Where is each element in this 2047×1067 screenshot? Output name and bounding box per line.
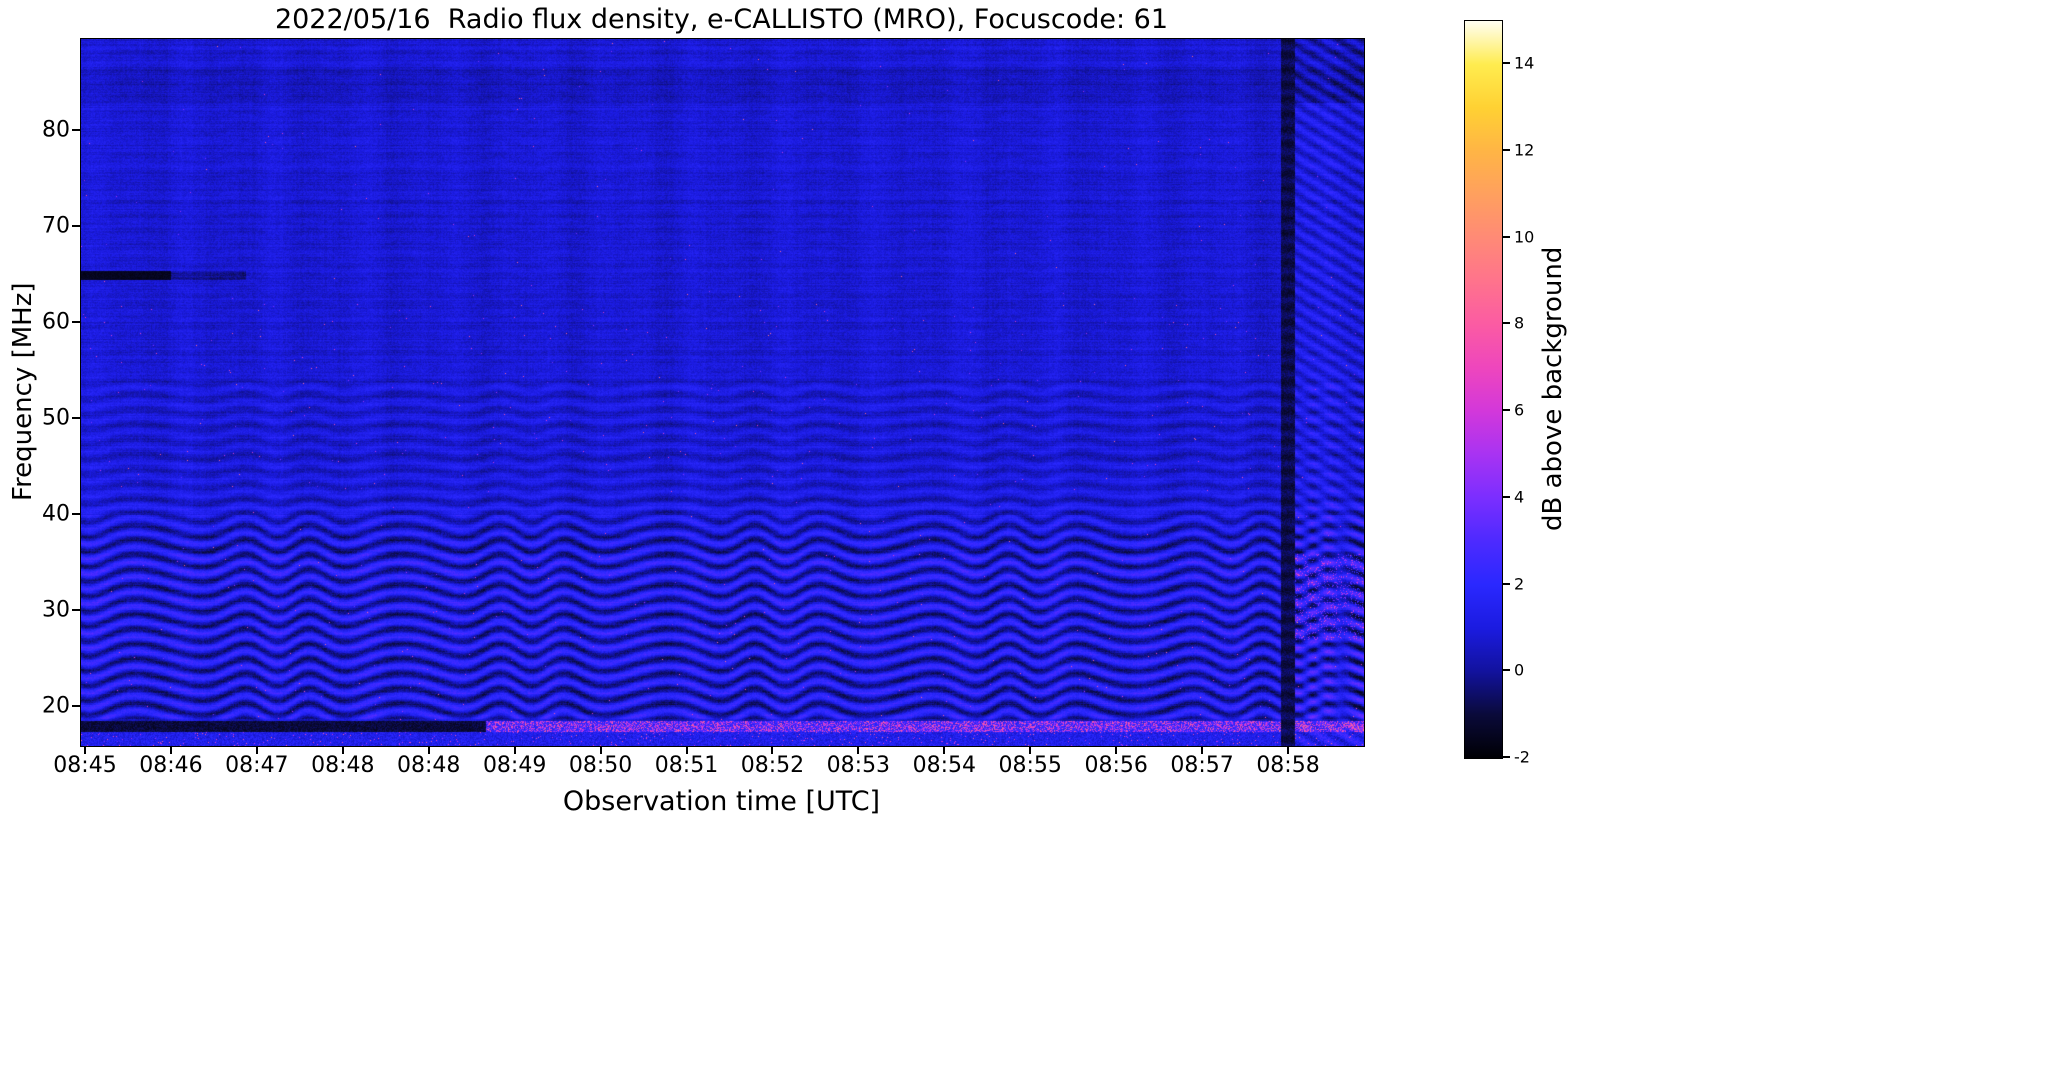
x-tick-label: 08:58 (1256, 753, 1320, 778)
x-tick-label: 08:54 (912, 753, 976, 778)
x-tick-label: 08:50 (568, 753, 633, 778)
x-tick-label: 08:49 (482, 753, 547, 778)
colorbar-tick-label: 4 (1514, 487, 1525, 507)
colorbar-tick-mark (1503, 322, 1510, 325)
x-tick-mark (685, 746, 688, 754)
x-tick-mark (857, 746, 860, 754)
y-tick-mark (72, 608, 80, 611)
x-tick-mark (771, 746, 774, 754)
x-tick-mark (943, 746, 946, 754)
colorbar-tick-label: 6 (1514, 400, 1525, 420)
y-tick-mark (72, 129, 80, 132)
y-tick-mark (72, 225, 80, 228)
colorbar-gradient (1465, 21, 1502, 758)
colorbar-tick-mark (1503, 669, 1510, 672)
x-tick-label: 08:45 (53, 753, 117, 778)
x-tick-mark (255, 746, 258, 754)
chart-title: 2022/05/16 Radio flux density, e-CALLIST… (274, 4, 1169, 35)
colorbar-tick-mark (1503, 149, 1510, 152)
y-tick-label: 20 (42, 693, 70, 719)
x-tick-label: 08:53 (826, 753, 891, 778)
colorbar-tick-label: 2 (1514, 574, 1525, 594)
colorbar-tick-mark (1503, 756, 1510, 758)
colorbar-tick-label: 10 (1514, 227, 1535, 247)
x-tick-mark (341, 746, 344, 754)
colorbar-label: dB above background (1538, 246, 1568, 531)
colorbar-tick-mark (1503, 235, 1510, 238)
plot-area (80, 38, 1365, 747)
colorbar-tick-label: -2 (1514, 747, 1530, 767)
x-tick-label: 08:48 (397, 753, 461, 778)
spectrogram-canvas (81, 39, 1364, 746)
x-tick-mark (513, 746, 516, 754)
y-tick-label: 70 (42, 213, 70, 239)
y-tick-label: 50 (42, 405, 70, 431)
x-tick-mark (599, 746, 602, 754)
y-tick-mark (72, 320, 80, 323)
y-tick-mark (72, 416, 80, 419)
colorbar (1464, 20, 1503, 759)
x-tick-label: 08:57 (1170, 753, 1234, 778)
x-tick-label: 08:56 (1084, 753, 1148, 778)
x-tick-label: 08:51 (654, 753, 719, 778)
x-tick-mark (427, 746, 430, 754)
colorbar-tick-label: 8 (1514, 313, 1525, 333)
x-tick-mark (1115, 746, 1118, 754)
colorbar-tick-mark (1503, 62, 1510, 65)
colorbar-tick-mark (1503, 495, 1510, 498)
y-tick-label: 60 (42, 309, 70, 335)
x-tick-label: 08:48 (311, 753, 375, 778)
y-axis-label: Frequency [MHz] (8, 282, 38, 501)
x-tick-mark (169, 746, 172, 754)
x-tick-mark (1029, 746, 1032, 754)
x-tick-label: 08:55 (998, 753, 1062, 778)
x-tick-mark (1201, 746, 1204, 754)
y-tick-mark (72, 512, 80, 515)
colorbar-tick-label: 14 (1514, 53, 1535, 73)
x-axis-label: Observation time [UTC] (562, 786, 881, 817)
colorbar-tick-label: 0 (1514, 660, 1525, 680)
x-tick-label: 08:47 (225, 753, 289, 778)
colorbar-tick-mark (1503, 409, 1510, 412)
colorbar-tick-label: 12 (1514, 140, 1535, 160)
y-tick-label: 30 (42, 597, 70, 623)
x-tick-mark (1287, 746, 1290, 754)
y-tick-label: 40 (42, 501, 70, 527)
y-tick-label: 80 (42, 117, 70, 143)
x-tick-label: 08:46 (139, 753, 203, 778)
x-tick-mark (84, 746, 86, 754)
y-tick-mark (72, 704, 80, 707)
colorbar-tick-mark (1503, 582, 1510, 585)
x-tick-label: 08:52 (740, 753, 805, 778)
